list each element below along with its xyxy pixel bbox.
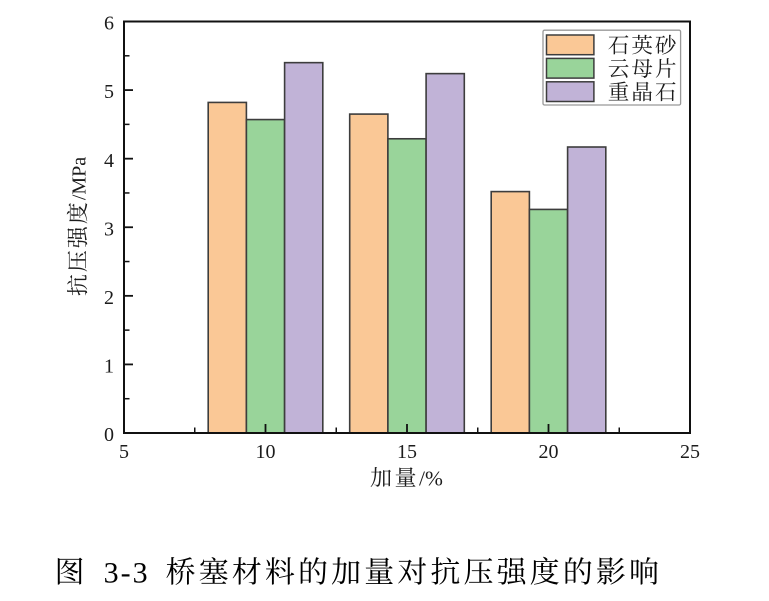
latin-char: P <box>69 166 91 177</box>
cjk-char <box>631 557 658 585</box>
tick-labels-layer: 0 1 2 3 4 5 6 5 10 15 20 25 <box>104 13 700 463</box>
y-axis-title-text: /MPa <box>66 157 91 296</box>
bar-series0-group2 <box>490 190 531 434</box>
x-axis-title: /% <box>370 466 443 490</box>
cjk-char <box>370 467 392 488</box>
x-tick-label: 15 <box>397 441 417 463</box>
bar-series1-group0 <box>245 118 286 434</box>
y-tick-label: 3 <box>104 218 114 240</box>
cjk-char <box>655 58 676 78</box>
axes-box <box>123 20 691 434</box>
legend-swatch-1 <box>545 57 595 79</box>
y-axis-title: /MPa <box>66 157 91 296</box>
bar-series2-group1 <box>425 72 466 434</box>
y-tick-label: 4 <box>104 150 114 172</box>
cjk-char <box>597 557 625 585</box>
legend-label-0 <box>608 34 676 55</box>
y-tick-label: 2 <box>104 287 114 309</box>
cjk-char <box>365 557 393 584</box>
axes-frame <box>123 20 691 434</box>
bar-series2-group0 <box>283 61 324 434</box>
x-axis-title-text: /% <box>370 466 443 490</box>
cjk-char <box>199 557 228 584</box>
latin-char: - <box>121 556 131 589</box>
cjk-char <box>331 557 360 585</box>
cjk-char <box>565 557 592 585</box>
y-axis-title-rotated: /MPa <box>66 157 91 296</box>
legend <box>542 29 682 106</box>
legend-label-2 <box>608 81 676 102</box>
cjk-char <box>395 467 416 487</box>
cjk-char <box>232 557 261 585</box>
cjk-char <box>265 557 295 585</box>
latin-char: / <box>69 194 91 200</box>
y-tick-label: 1 <box>104 356 114 378</box>
caption-text: 3-3 <box>57 556 658 589</box>
cjk-char <box>166 557 195 585</box>
x-tick-label: 10 <box>256 441 276 463</box>
latin-char: 3 <box>133 556 148 589</box>
cjk-char <box>608 81 629 101</box>
latin-char: % <box>425 466 443 490</box>
cjk-char <box>530 556 559 585</box>
cjk-char <box>66 202 88 224</box>
bars-layer <box>207 61 607 434</box>
legend-swatch-0 <box>545 34 595 56</box>
cjk-char <box>67 274 88 296</box>
cjk-char <box>57 557 83 585</box>
cjk-char <box>67 250 88 272</box>
legend-swatch-2 <box>545 81 595 103</box>
cjk-char <box>655 34 676 55</box>
y-tick-label: 6 <box>104 13 114 35</box>
cjk-char <box>608 58 629 78</box>
bar-series0-group0 <box>207 101 248 434</box>
cjk-char <box>633 81 652 102</box>
cjk-char <box>497 557 526 585</box>
cjk-char <box>300 557 327 585</box>
cjk-char <box>464 557 493 585</box>
bar-series1-group1 <box>387 137 427 434</box>
cjk-char <box>431 557 460 585</box>
cjk-char <box>67 227 88 248</box>
latin-char: M <box>69 177 91 195</box>
figure-caption: 3-3 <box>57 556 658 589</box>
bar-series2-group2 <box>566 146 607 434</box>
latin-char: a <box>69 157 91 166</box>
x-tick-label: 25 <box>680 441 700 463</box>
cjk-char <box>608 35 629 55</box>
cjk-char <box>632 58 653 78</box>
y-tick-label: 0 <box>104 424 114 446</box>
legend-label-1 <box>608 58 676 78</box>
x-tick-label: 5 <box>119 441 129 463</box>
cjk-char <box>632 34 653 55</box>
bar-series1-group2 <box>528 208 569 434</box>
cjk-char <box>398 557 427 585</box>
cjk-char <box>655 82 676 102</box>
bar-series0-group1 <box>348 113 389 434</box>
x-tick-label: 20 <box>539 441 559 463</box>
latin-char: 3 <box>104 556 119 589</box>
latin-char: / <box>419 466 425 490</box>
y-tick-label: 5 <box>104 81 114 103</box>
